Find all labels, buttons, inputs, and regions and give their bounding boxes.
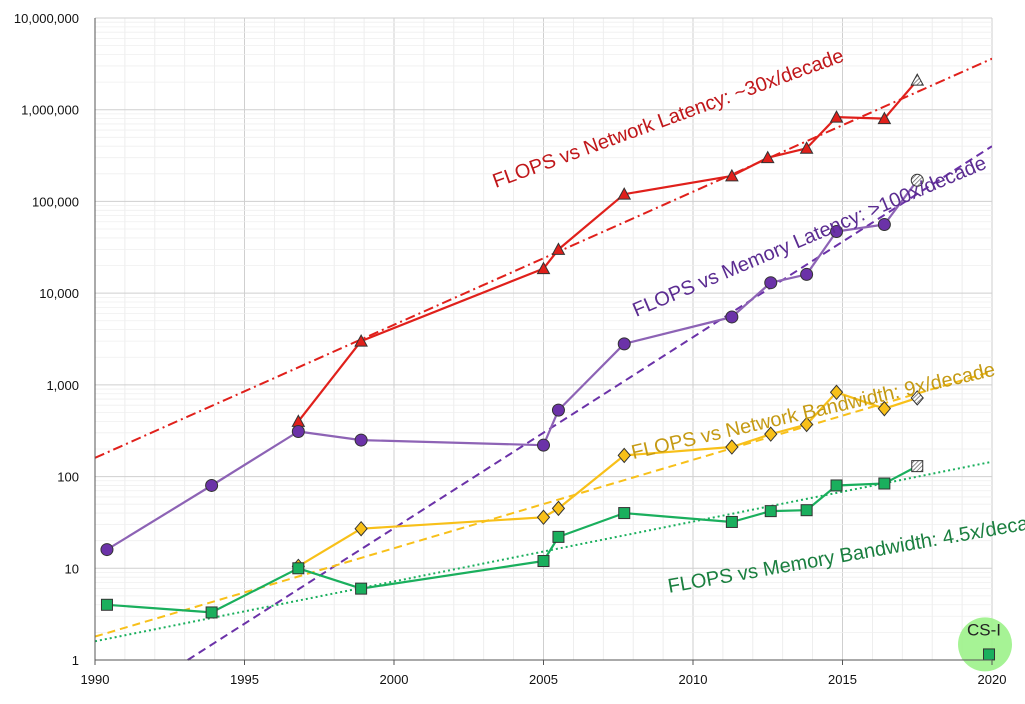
data-point-flops-vs-memory-bandwidth xyxy=(618,507,631,520)
data-point-flops-vs-memory-bandwidth xyxy=(537,555,550,568)
data-point-flops-vs-network-latency xyxy=(725,168,739,182)
data-point-flops-vs-memory-bandwidth xyxy=(355,582,368,595)
data-point-flops-vs-memory-bandwidth xyxy=(552,530,565,543)
data-point-flops-vs-network-bandwidth xyxy=(764,426,778,442)
data-point-flops-vs-memory-latency xyxy=(354,433,368,447)
data-point-flops-vs-memory-latency xyxy=(537,438,550,452)
data-point-flops-vs-network-bandwidth xyxy=(551,500,566,517)
x-tick-label: 2020 xyxy=(978,672,1007,687)
axes: 1990 1995 2000 2005 2010 2015 2020 1 10 100 1,000 1… xyxy=(14,11,1007,687)
x-tick-label: 1995 xyxy=(230,672,259,687)
data-point-flops-vs-memory-latency xyxy=(910,173,924,187)
series-flops-vs-memory-bandwidth xyxy=(100,460,924,619)
data-point-flops-vs-network-latency xyxy=(760,150,775,164)
y-tick-label: 1 xyxy=(72,653,79,668)
series-flops-vs-network-latency xyxy=(291,73,925,427)
trend-lines xyxy=(95,57,992,661)
data-point-flops-vs-network-latency xyxy=(877,111,892,125)
data-point-flops-vs-memory-latency xyxy=(877,218,891,232)
data-point-flops-vs-network-bandwidth xyxy=(799,416,814,433)
annotation-flops-vs-memory-latency-100x-decade: FLOPS vs Memory Latency: >100x/decade xyxy=(630,152,990,321)
series-flops-vs-memory-latency xyxy=(100,173,924,557)
data-point-flops-vs-memory-latency xyxy=(725,310,739,324)
data-point-flops-vs-memory-bandwidth xyxy=(911,460,924,473)
data-point-flops-vs-memory-bandwidth xyxy=(764,505,777,518)
y-tick-label: 100,000 xyxy=(32,194,79,209)
data-point-flops-vs-memory-latency xyxy=(800,267,814,281)
y-tick-label: 10,000 xyxy=(39,286,79,301)
series-line-flops-vs-memory-bandwidth xyxy=(106,465,918,614)
data-point-flops-vs-memory-bandwidth xyxy=(830,479,843,492)
data-point-flops-vs-memory-bandwidth xyxy=(725,515,738,528)
data-point-flops-vs-network-bandwidth xyxy=(829,384,844,401)
data-point-flops-vs-memory-latency xyxy=(205,478,219,492)
data-point-flops-vs-memory-latency xyxy=(830,225,844,239)
series-lines xyxy=(100,73,925,619)
trend-line-memory-latency-trend xyxy=(187,145,992,661)
data-point-flops-vs-network-bandwidth xyxy=(536,509,551,526)
data-point-flops-vs-network-latency xyxy=(910,73,925,86)
y-tick-label: 100 xyxy=(57,470,79,485)
data-point-flops-vs-network-bandwidth xyxy=(617,447,631,464)
data-point-flops-vs-network-latency xyxy=(354,334,368,347)
annotation-flops-vs-network-bandwidth-9x-decade: FLOPS vs Network Bandwidth: 9x/decade xyxy=(629,359,997,464)
data-point-flops-vs-memory-bandwidth xyxy=(800,504,813,517)
data-point-flops-vs-memory-bandwidth xyxy=(100,598,113,611)
x-tick-label: 2015 xyxy=(828,672,857,687)
cs1-data-point xyxy=(983,648,996,661)
trend-line-network-latency-trend xyxy=(95,57,992,459)
data-point-flops-vs-network-bandwidth xyxy=(910,390,924,406)
data-point-flops-vs-network-latency xyxy=(617,187,632,200)
data-point-flops-vs-network-latency xyxy=(829,110,844,123)
data-point-flops-vs-memory-latency xyxy=(764,276,778,290)
x-tick-label: 1990 xyxy=(81,672,110,687)
data-point-flops-vs-memory-latency xyxy=(100,543,114,557)
data-point-flops-vs-network-latency xyxy=(551,242,566,255)
data-point-flops-vs-memory-bandwidth xyxy=(292,562,305,575)
grid xyxy=(94,17,993,661)
data-point-flops-vs-memory-latency xyxy=(617,337,631,351)
cs1-marker: CS-I xyxy=(958,617,1013,672)
y-tick-label: 10 xyxy=(65,561,79,576)
y-tick-label: 1,000,000 xyxy=(21,103,79,118)
data-point-flops-vs-network-latency xyxy=(536,261,551,275)
data-point-flops-vs-network-bandwidth xyxy=(877,400,892,417)
data-point-flops-vs-memory-latency xyxy=(551,403,565,417)
y-tick-label: 10,000,000 xyxy=(14,11,79,26)
y-tick-label: 1,000 xyxy=(46,378,79,393)
x-tick-label: 2005 xyxy=(529,672,558,687)
data-point-flops-vs-network-latency xyxy=(799,141,814,154)
cs1-halo xyxy=(958,617,1013,672)
cs1-label: CS-I xyxy=(967,620,1001,639)
data-point-flops-vs-memory-bandwidth xyxy=(205,606,218,619)
data-point-flops-vs-network-bandwidth xyxy=(725,439,739,455)
x-tick-label: 2010 xyxy=(679,672,708,687)
x-tick-label: 2000 xyxy=(380,672,409,687)
data-point-flops-vs-network-bandwidth xyxy=(354,520,368,537)
data-point-flops-vs-memory-bandwidth xyxy=(878,477,891,490)
data-point-flops-vs-memory-latency xyxy=(291,425,305,439)
